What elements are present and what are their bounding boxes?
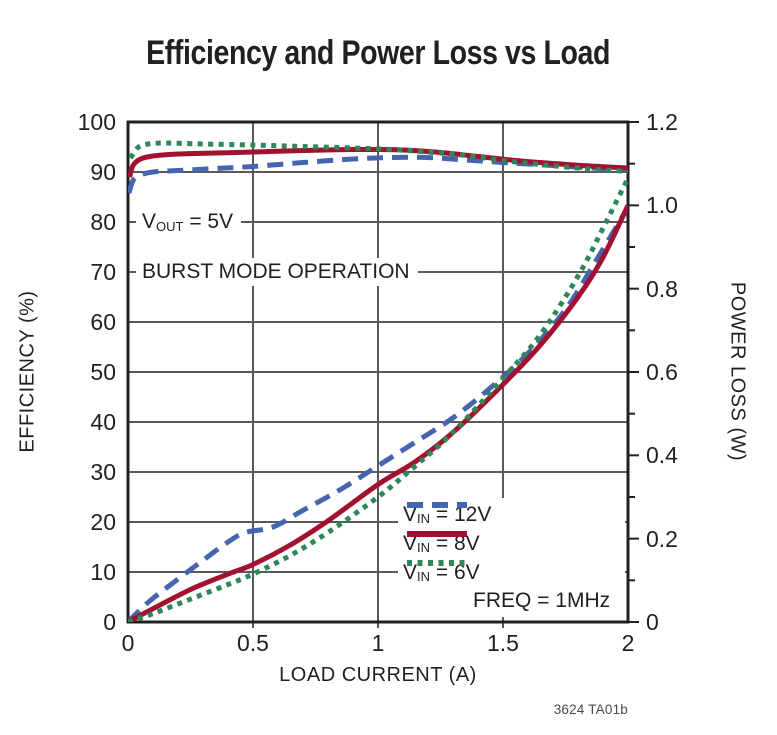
y-right-tick-label: 0.8 bbox=[646, 275, 678, 302]
y-right-tick-label: 1.2 bbox=[646, 109, 678, 135]
annotation-vout-post: = 5V bbox=[183, 210, 234, 233]
legend-row-vin-8v: VIN = 8V bbox=[398, 529, 625, 558]
curve-vin-8v-power-loss bbox=[128, 204, 628, 622]
y-left-tick-label: 80 bbox=[90, 209, 116, 235]
legend-label: VIN = 8V bbox=[403, 531, 480, 556]
legend-line-sample-icon bbox=[407, 531, 467, 537]
annotation-burst-mode-text: BURST MODE OPERATION bbox=[142, 260, 410, 283]
legend-label: VIN = 12V bbox=[403, 502, 492, 527]
x-axis-title: LOAD CURRENT (A) bbox=[279, 664, 477, 686]
y-left-axis-title: EFFICIENCY (%) bbox=[16, 290, 39, 453]
y-left-tick-label: 20 bbox=[90, 509, 116, 535]
annotation-vout-sub: OUT bbox=[156, 218, 184, 234]
legend-line-sample-icon bbox=[407, 560, 467, 566]
x-tick-label: 0.5 bbox=[237, 630, 269, 656]
y-left-tick-label: 70 bbox=[90, 259, 116, 285]
y-left-tick-label: 30 bbox=[90, 459, 116, 485]
y-left-tick-label: 40 bbox=[90, 409, 116, 435]
chart-title: Efficiency and Power Loss vs Load bbox=[0, 34, 756, 73]
y-right-axis-title: POWER LOSS (W) bbox=[726, 281, 749, 462]
x-tick-label: 2 bbox=[621, 630, 635, 656]
legend-row-vin-12v: VIN = 12V bbox=[398, 500, 625, 529]
legend-row-vin-6v: VIN = 6V bbox=[398, 558, 625, 587]
y-left-tick-label: 90 bbox=[90, 159, 116, 185]
curve-vin-6v-power-loss bbox=[128, 177, 628, 622]
y-left-tick-label: 60 bbox=[90, 309, 116, 335]
y-left-tick-label: 0 bbox=[103, 609, 116, 635]
y-left-tick-label: 10 bbox=[90, 559, 116, 585]
x-tick-label: 1 bbox=[371, 630, 385, 656]
y-right-tick-label: 1.0 bbox=[646, 192, 678, 219]
legend-freq-note: FREQ = 1MHz bbox=[473, 589, 611, 612]
annotation-vout-pre: V bbox=[142, 210, 157, 233]
y-left-tick-label: 100 bbox=[77, 109, 116, 135]
legend-line-sample-icon bbox=[407, 502, 467, 508]
y-left-tick-label: 50 bbox=[90, 359, 116, 385]
y-right-tick-label: 0.4 bbox=[646, 442, 678, 469]
footer-part-number: 3624 TA01b bbox=[553, 702, 628, 717]
y-right-tick-label: 0.6 bbox=[646, 359, 678, 385]
legend-label: VIN = 6V bbox=[403, 560, 480, 585]
x-tick-label: 1.5 bbox=[487, 630, 519, 656]
annotation-burst-mode: BURST MODE OPERATION bbox=[136, 258, 418, 286]
chart-title-text: Efficiency and Power Loss vs Load bbox=[146, 34, 610, 72]
x-tick-label: 0 bbox=[121, 630, 135, 656]
plot-border bbox=[126, 120, 630, 624]
annotation-vout: VOUT = 5V bbox=[136, 208, 242, 238]
y-right-tick-label: 0.2 bbox=[646, 525, 678, 552]
y-right-tick-label: 0 bbox=[646, 609, 659, 635]
legend: VIN = 12V VIN = 8V VIN = 6V FREQ = 1MHz bbox=[398, 498, 625, 617]
